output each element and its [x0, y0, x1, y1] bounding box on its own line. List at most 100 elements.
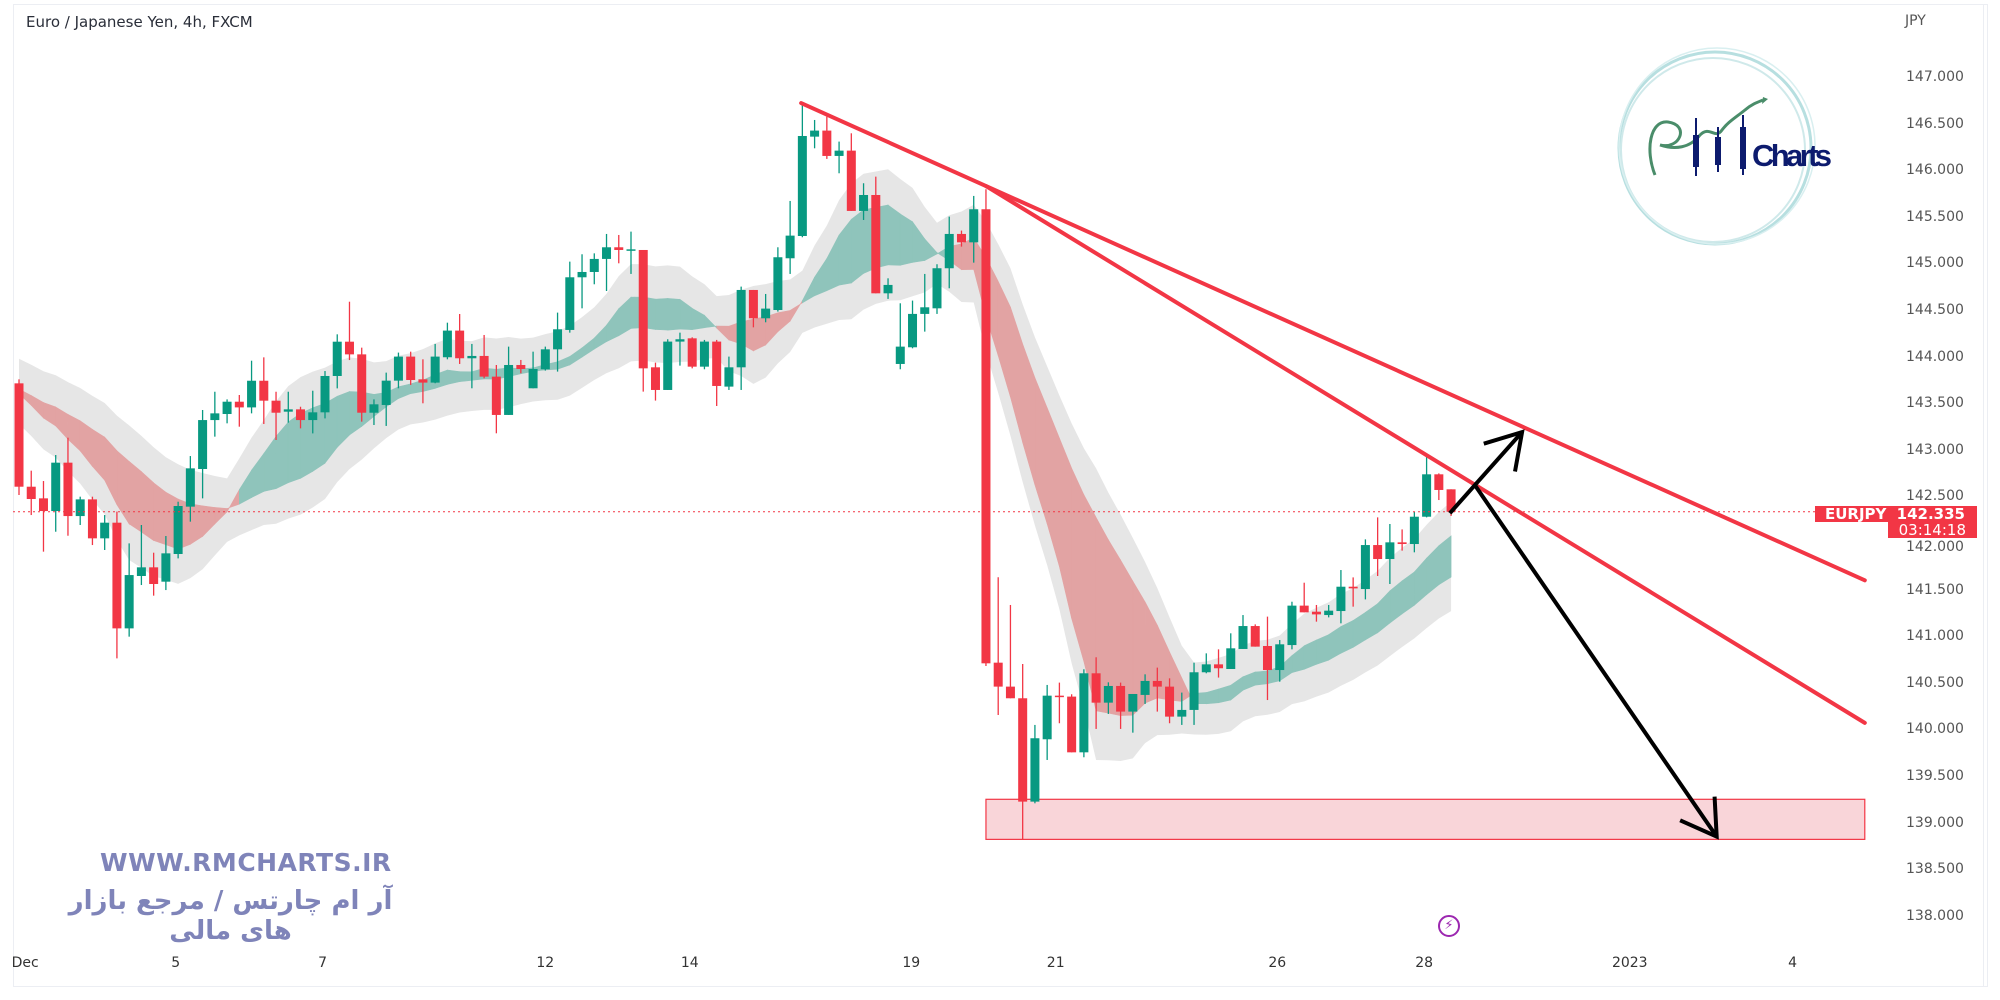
candle: [198, 410, 208, 499]
candle: [908, 300, 918, 349]
candle: [259, 357, 269, 424]
candle: [638, 249, 648, 392]
candle: [1079, 669, 1089, 758]
candle: [504, 346, 514, 415]
price-tick-label: 145.500: [1906, 208, 1964, 225]
candle: [271, 391, 281, 441]
ma-ribbon-segment: [287, 412, 301, 484]
candle-body: [748, 289, 758, 319]
price-tick-label: 140.000: [1906, 721, 1964, 738]
candle: [810, 119, 820, 149]
rm-charts-logo: Charts: [1617, 47, 1832, 246]
candle-body: [1067, 696, 1077, 753]
candle-body: [259, 380, 269, 401]
candle: [149, 552, 159, 596]
drawings-layer[interactable]: [799, 101, 1867, 840]
candle: [1116, 682, 1126, 729]
candle-body: [589, 258, 599, 272]
candle: [308, 390, 318, 434]
ma-ribbon-segment: [447, 369, 460, 385]
candle: [344, 301, 354, 361]
candle: [981, 189, 991, 667]
candle-body: [1103, 685, 1113, 703]
candle-body: [846, 150, 856, 211]
candle-body: [908, 313, 918, 348]
candle-body: [1140, 680, 1150, 695]
candle-body: [1177, 709, 1187, 717]
logo-wordmark: Charts: [1752, 138, 1832, 173]
candle: [626, 231, 636, 274]
price-tick-label: 139.500: [1906, 768, 1964, 784]
candle: [442, 322, 452, 360]
candle-body: [614, 247, 624, 250]
candle: [479, 334, 489, 379]
candle: [467, 343, 477, 389]
candle-body: [38, 498, 48, 512]
candle-body: [553, 329, 563, 350]
ma-ribbon-segment: [899, 213, 913, 266]
candle: [1299, 582, 1309, 613]
candle: [136, 525, 146, 586]
candle-body: [308, 412, 318, 421]
candle: [1238, 615, 1248, 649]
candle: [173, 501, 183, 559]
candle-body: [516, 364, 526, 369]
candle: [871, 176, 881, 294]
candle: [748, 289, 758, 328]
candle: [736, 286, 746, 390]
candle: [1373, 517, 1383, 576]
candle-body: [883, 284, 893, 294]
candle-body: [63, 462, 73, 517]
candle: [100, 515, 110, 550]
candle: [1311, 604, 1321, 622]
candle-body: [442, 330, 452, 358]
candle: [846, 133, 856, 211]
candle-body: [320, 375, 330, 413]
candle-body: [332, 341, 342, 376]
candle: [14, 379, 24, 496]
candle-body: [993, 662, 1003, 687]
candle: [822, 116, 832, 159]
ma-ribbon-segment: [128, 460, 142, 533]
candle-body: [981, 209, 991, 664]
candle: [234, 394, 244, 427]
price-tick-label: 143.500: [1906, 395, 1964, 412]
candle: [357, 347, 367, 422]
candle: [1018, 663, 1028, 840]
candle-body: [87, 499, 97, 539]
candle-body: [1054, 695, 1064, 698]
candle-body: [100, 522, 110, 539]
candle: [185, 456, 195, 522]
lightning-icon[interactable]: ⚡: [1438, 915, 1460, 937]
ma-ribbon-segment: [851, 209, 864, 284]
candle-body: [699, 341, 709, 367]
candle-body: [112, 522, 122, 629]
candle-body: [1446, 489, 1456, 512]
last-price-value: 142.335: [1896, 505, 1965, 523]
candle-body: [687, 338, 697, 367]
time-tick-label: 7: [318, 955, 328, 971]
candle-body: [14, 383, 24, 487]
candle: [993, 577, 1003, 715]
candle: [1360, 539, 1370, 600]
candle-body: [234, 401, 244, 408]
candle: [1177, 692, 1187, 725]
candle: [797, 102, 807, 238]
candle: [1165, 678, 1175, 724]
time-tick-label: 4: [1788, 955, 1798, 971]
candle: [1287, 601, 1297, 650]
chart-panel[interactable]: [13, 4, 1988, 987]
bar-countdown: 03:14:18: [1888, 522, 1977, 538]
candle-body: [1250, 626, 1260, 647]
candle: [1397, 529, 1407, 551]
candle: [418, 359, 428, 404]
candle: [1054, 682, 1064, 724]
price-tick-label: 138.000: [1906, 907, 1964, 924]
time-tick-label: 12: [536, 955, 555, 971]
candle-body: [602, 247, 612, 259]
candle-body: [932, 268, 942, 309]
candle: [969, 195, 979, 263]
candle: [883, 278, 893, 299]
price-axis-unit: JPY: [1905, 13, 1926, 29]
